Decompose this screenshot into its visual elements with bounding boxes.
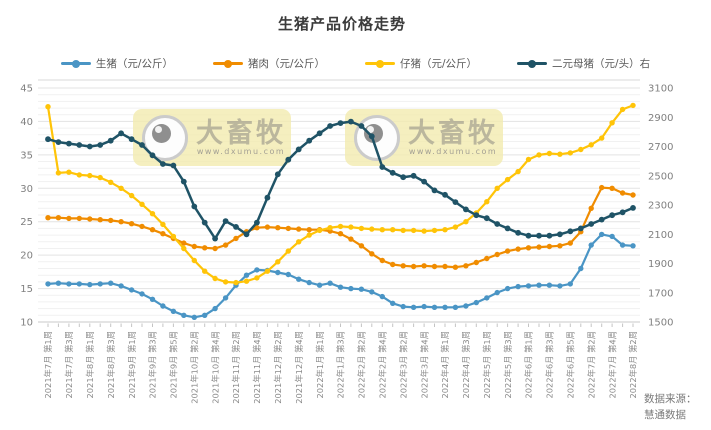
x-axis-labels: 2021年7月 第1周 2021年7月 第3周 2021年8月 第1周 2021年8月… [43,331,638,404]
svg-text:2900: 2900 [648,113,673,124]
legend-item-0: 生猪（元/公斤） [60,56,173,71]
svg-text:2022年5月 第1周: 2022年5月 第1周 [482,331,492,399]
svg-text:2022年7月 第2周: 2022年7月 第2周 [586,331,596,399]
chart-title: 生猪产品价格走势 [277,15,406,33]
svg-text:2022年8月 第2周: 2022年8月 第2周 [628,331,638,399]
svg-text:40: 40 [20,117,33,128]
svg-text:2021年7月 第1周: 2021年7月 第1周 [43,331,53,399]
legend-marker-icon [212,59,243,68]
svg-text:2022年7月 第4周: 2022年7月 第4周 [607,331,617,399]
svg-text:2022年2月 第2周: 2022年2月 第2周 [357,331,367,399]
watermark-eye-icon [354,114,400,161]
svg-text:1500: 1500 [648,318,673,329]
legend-item-1: 猪肉（元/公斤） [212,56,325,71]
legend-marker-icon [60,59,91,68]
svg-text:2100: 2100 [648,230,673,241]
svg-text:2021年9月 第3周: 2021年9月 第3周 [148,331,158,399]
svg-text:2021年12月 第4周: 2021年12月 第4周 [294,331,304,404]
data-source-line1: 数据来源： [644,393,697,405]
svg-text:2022年6月 第3周: 2022年6月 第3周 [545,331,555,399]
svg-text:3100: 3100 [648,84,673,95]
gridlines [38,79,640,323]
svg-text:2022年4月 第1周: 2022年4月 第1周 [440,331,450,399]
svg-text:2022年1月 第3周: 2022年1月 第3周 [336,331,346,399]
legend-item-label: 生猪（元/公斤） [95,58,173,70]
svg-text:2500: 2500 [648,171,673,182]
legend-item-label: 二元母猪（元/头）右 [552,58,651,70]
watermark-brand: 大畜牧 [196,117,286,149]
y-axis-right-labels: 1500 1700 1900 2100 2300 2500 2700 2900 3100 [648,84,673,329]
legend-item-2: 仔猪（元/公斤） [365,56,477,71]
watermark-url: www.dxumu.com [196,146,286,156]
svg-text:1900: 1900 [648,259,673,270]
svg-text:2022年3月 第4周: 2022年3月 第4周 [419,331,429,399]
svg-text:2021年10月 第2周: 2021年10月 第2周 [189,331,199,404]
legend-item-label: 猪肉（元/公斤） [247,58,325,70]
legend-item-label: 仔猪（元/公斤） [400,58,478,70]
svg-text:2022年6月 第5周: 2022年6月 第5周 [566,331,576,399]
svg-text:2021年9月 第1周: 2021年9月 第1周 [127,331,137,399]
svg-text:2700: 2700 [648,142,673,153]
svg-text:2021年12月 第2周: 2021年12月 第2周 [273,331,283,404]
svg-text:2022年2月 第4周: 2022年2月 第4周 [378,331,388,399]
legend-marker-icon [365,59,395,68]
legend-item-3: 二元母猪（元/头）右 [517,56,650,71]
svg-text:2021年11月 第4周: 2021年11月 第4周 [252,331,262,404]
svg-text:2021年11月 第2周: 2021年11月 第2周 [231,331,241,404]
svg-text:2021年8月 第1周: 2021年8月 第1周 [85,331,95,399]
svg-text:45: 45 [20,84,33,95]
svg-text:25: 25 [20,217,33,228]
svg-text:2022年5月 第3周: 2022年5月 第3周 [503,331,513,399]
svg-text:2022年1月 第1周: 2022年1月 第1周 [315,331,325,399]
svg-text:2022年6月 第1周: 2022年6月 第1周 [524,331,534,399]
svg-text:10: 10 [20,318,33,329]
watermark: 大畜牧 www.dxumu.com [345,109,503,166]
svg-text:20: 20 [20,251,33,262]
svg-text:2300: 2300 [648,201,673,212]
watermark-eye-icon [142,114,188,161]
svg-text:2021年8月 第3周: 2021年8月 第3周 [106,331,116,399]
svg-text:2021年9月 第5周: 2021年9月 第5周 [169,331,179,399]
svg-text:2021年7月 第3周: 2021年7月 第3周 [64,331,74,399]
svg-text:2022年3月 第2周: 2022年3月 第2周 [398,331,408,399]
svg-text:2022年4月 第3周: 2022年4月 第3周 [461,331,471,399]
svg-text:15: 15 [20,284,33,295]
svg-text:2021年10月 第4周: 2021年10月 第4周 [210,331,220,404]
svg-text:35: 35 [20,150,33,161]
svg-text:1700: 1700 [648,288,673,299]
chart-legend: 生猪（元/公斤） 猪肉（元/公斤） 仔猪（元/公斤） 二元母猪（元/头）右 [0,56,711,71]
svg-text:30: 30 [20,184,33,195]
y-axis-left-labels: 10 15 20 25 30 35 40 45 [20,84,33,329]
data-source-note: 数据来源： 慧通数据 [644,391,710,423]
x-axis-ticks [47,323,634,327]
watermark-brand: 大畜牧 [408,117,498,149]
watermark: 大畜牧 www.dxumu.com [133,109,291,166]
watermark-url: www.dxumu.com [408,146,498,156]
data-source-line2: 慧通数据 [644,409,686,421]
legend-marker-icon [517,59,548,68]
